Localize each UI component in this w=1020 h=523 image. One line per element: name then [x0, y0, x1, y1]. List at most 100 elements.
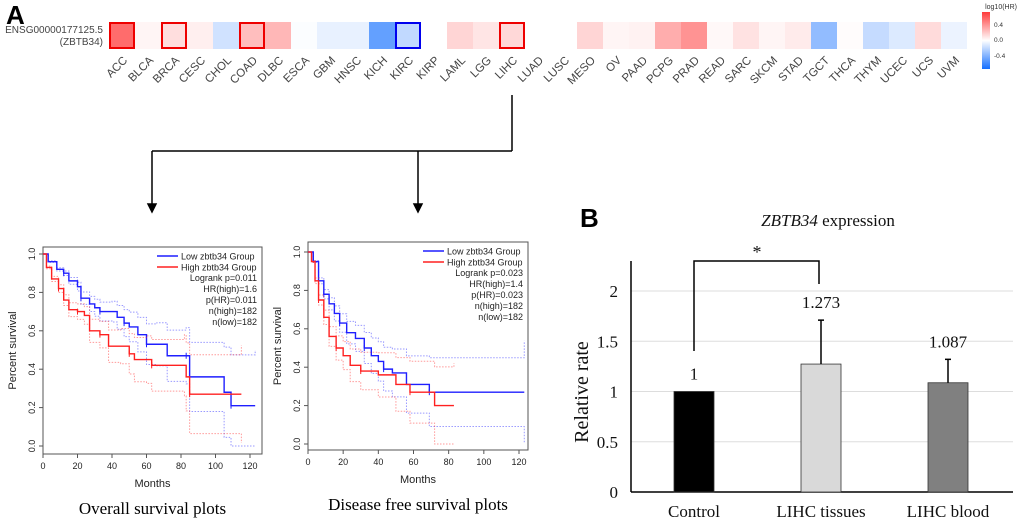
- cancer-label: LAML: [438, 54, 468, 84]
- cancer-label: CESC: [177, 55, 208, 86]
- cancer-label: STAD: [777, 55, 807, 85]
- color-legend: log10(HR) 0.4 0.0 -0.4: [982, 4, 1017, 69]
- x-tick-label: 60: [408, 457, 418, 467]
- x-tick-label: 20: [72, 461, 82, 471]
- cancer-label: ESCA: [281, 54, 312, 85]
- confidence-band-lower: [308, 251, 454, 445]
- cancer-label: KIRC: [388, 55, 416, 83]
- confidence-band-upper: [43, 253, 242, 356]
- legend-title: log10(HR): [985, 4, 1017, 11]
- bar-lihc-tissues: [800, 363, 842, 493]
- y-axis-label: Percent survival: [7, 311, 19, 389]
- disease-free-survival-plot: 0 20 40 60 80 100 120 0.0 0.2 0.4 0.6 0.8 1.0 Months P…: [272, 241, 529, 514]
- heatmap-cell-lgg: [473, 22, 499, 49]
- plot-caption: Disease free survival plots: [328, 495, 508, 514]
- overall-survival-plot: 0 20 40 60 80 100 120 0.0 0.2 0.4 0.6 0.8 1.0 Months P…: [7, 246, 263, 518]
- cancer-label: UCEC: [879, 55, 911, 87]
- stat-label: n(low)=182: [478, 312, 523, 322]
- x-axis-label: Months: [400, 474, 437, 486]
- cancer-label: THYM: [853, 55, 885, 87]
- x-tick-label: 80: [176, 461, 186, 471]
- y-tick-label: 1.0: [27, 248, 37, 261]
- legend-tick: 0.4: [994, 22, 1003, 29]
- significance-box-coad: [239, 22, 265, 49]
- category-label: LIHC blood: [907, 502, 990, 521]
- heatmap-cell-read: [707, 22, 733, 49]
- heatmap-cell-esca: [291, 22, 317, 49]
- y-tick-label: 0.8: [292, 284, 302, 297]
- stat-label: HR(high)=1.4: [469, 279, 523, 289]
- stat-label: p(HR)=0.011: [206, 295, 257, 305]
- cancer-label: PRAD: [671, 55, 702, 86]
- legend-entry: High zbtb34 Group: [181, 263, 257, 273]
- legend-gradient: [982, 12, 990, 69]
- y-tick-label: 0.6: [27, 325, 37, 338]
- heatmap-cell-paad: [629, 22, 655, 49]
- gene-id-label: ENSG00000177125.5: [5, 25, 103, 36]
- y-axis-label: Relative rate: [571, 341, 593, 443]
- y-tick-label: 0.8: [27, 286, 37, 299]
- value-label: 1.087: [929, 332, 968, 351]
- category-label: Control: [668, 502, 720, 521]
- cancer-label: SARC: [723, 55, 754, 86]
- heatmap-cell-thca: [837, 22, 863, 49]
- stat-label: Logrank p=0.023: [455, 268, 523, 278]
- plot-frame: [42, 246, 263, 455]
- title-rest: expression: [818, 211, 895, 230]
- x-tick-label: 60: [141, 461, 151, 471]
- heatmap-cell-brca: [161, 22, 187, 49]
- cancer-label: LGG: [468, 55, 494, 81]
- heatmap-cell-prad: [681, 22, 707, 49]
- gene-symbol-label: (ZBTB34): [60, 37, 103, 48]
- cancer-label: COAD: [228, 55, 260, 87]
- heatmap-cell-kirc: [395, 22, 421, 49]
- heatmap-cell-sarc: [733, 22, 759, 49]
- heatmap-cell-stad: [785, 22, 811, 49]
- panel-label-a: A: [6, 0, 25, 30]
- y-tick-label: 1.0: [292, 246, 302, 259]
- heatmap-cell-tgct: [811, 22, 837, 49]
- cancer-label: MESO: [566, 55, 598, 87]
- survival-curve-low: [308, 251, 525, 393]
- y-tick-label: 2: [610, 282, 619, 301]
- y-tick-label: 0.0: [292, 438, 302, 451]
- heatmap-cell-cesc: [187, 22, 213, 49]
- y-tick-label: 0: [610, 483, 619, 502]
- heatmap-cell-uvm: [941, 22, 967, 49]
- cancer-label: UVM: [936, 55, 963, 82]
- significance-box-lihc: [499, 22, 525, 49]
- cancer-label: OV: [604, 54, 624, 74]
- stat-label: p(HR)=0.023: [471, 290, 523, 300]
- y-tick-label: 0.4: [27, 363, 37, 376]
- cancer-label: DLBC: [256, 55, 286, 85]
- heatmap-cell-kich: [369, 22, 395, 49]
- hr-heatmap: ENSG00000177125.5 (ZBTB34) ACCBLCABRCACE…: [5, 4, 1017, 87]
- cancer-label: KIRP: [415, 54, 443, 82]
- cancer-label: PCPG: [645, 55, 677, 87]
- connector-arrows: [146, 95, 513, 214]
- x-tick-label: 120: [511, 457, 526, 467]
- bar-control: [673, 391, 715, 493]
- chart-title: ZBTB34 expression: [761, 211, 895, 230]
- heatmap-cell-ov: [603, 22, 629, 49]
- y-tick-label: 0.4: [292, 361, 302, 374]
- x-tick-label: 20: [338, 457, 348, 467]
- x-tick-label: 80: [444, 457, 454, 467]
- heatmap-cell-hnsc: [343, 22, 369, 49]
- significance-box-brca: [161, 22, 187, 49]
- cancer-label: PAAD: [620, 55, 650, 85]
- title-gene: ZBTB34: [761, 211, 818, 230]
- cancer-label: HNSC: [333, 55, 365, 87]
- heatmap-cell-thym: [863, 22, 889, 49]
- heatmap-cell-acc: [109, 22, 135, 49]
- x-tick-label: 100: [476, 457, 491, 467]
- legend-tick: 0.0: [994, 37, 1003, 44]
- x-tick-label: 0: [305, 457, 310, 467]
- significance-bracket: [693, 260, 820, 351]
- x-tick-label: 0: [40, 461, 45, 471]
- bar-lihc-blood: [927, 382, 969, 493]
- cancer-label: KICH: [362, 55, 390, 83]
- heatmap-cell-ucec: [889, 22, 915, 49]
- stat-label: n(high)=182: [209, 306, 257, 316]
- heatmap-cell-blca: [135, 22, 161, 49]
